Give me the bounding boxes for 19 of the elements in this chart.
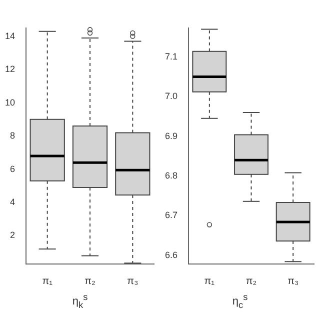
y-tick-label: 7.1 <box>164 51 178 62</box>
y-tick-label: 4 <box>10 196 16 207</box>
y-tick-label: 12 <box>4 64 16 74</box>
y-tick-label: 6.7 <box>164 210 178 220</box>
y-tick-label: 6.9 <box>164 130 178 141</box>
x-tick-label: π₁ <box>42 276 54 287</box>
y-tick-label: 8 <box>10 130 16 141</box>
x-tick-label: π₂ <box>246 276 257 287</box>
y-tick-label: 6.8 <box>164 170 178 180</box>
x-tick-label: π₁ <box>204 276 216 287</box>
y-tick-label: 6 <box>10 164 16 174</box>
x-tick-label: π₃ <box>288 276 299 287</box>
y-tick-label: 2 <box>10 230 16 240</box>
y-tick-label: 10 <box>4 97 16 108</box>
y-tick-label: 7.0 <box>164 91 178 102</box>
x-tick-label: π₃ <box>127 276 138 287</box>
x-tick-label: π₂ <box>84 276 96 287</box>
y-tick-label: 6.6 <box>164 250 178 260</box>
y-tick-label: 14 <box>4 30 16 41</box>
